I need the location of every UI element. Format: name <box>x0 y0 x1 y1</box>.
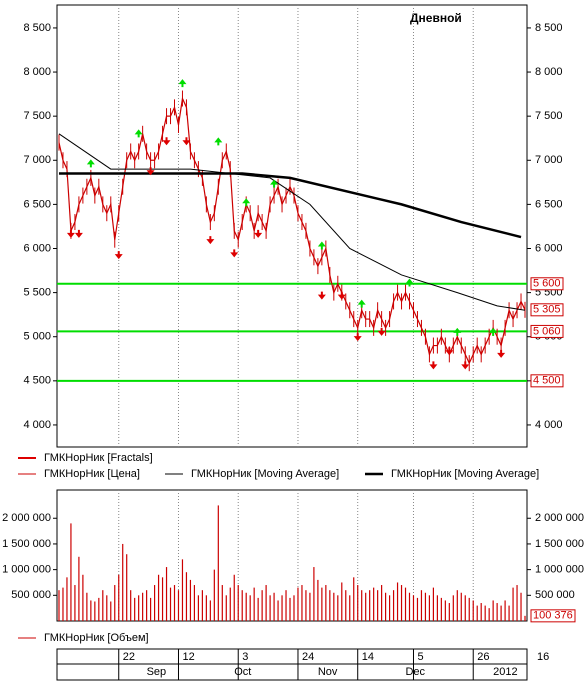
fractal-down <box>377 327 386 336</box>
y-tick-label: 8 000 <box>535 66 563 78</box>
level-label-box <box>530 374 564 388</box>
last-value-label: 5 305 <box>533 304 561 316</box>
y-tick-label: 7 000 <box>535 154 563 166</box>
y-tick-label: 6 000 <box>535 242 563 254</box>
fractal-up <box>86 159 95 168</box>
chart-title: Дневной <box>410 11 462 25</box>
fractal-down <box>497 349 506 358</box>
y-tick-label: 6 500 <box>23 198 51 210</box>
legend-label: ГМКНорНик [Цена] <box>44 468 140 480</box>
y-tick-label: 1 500 000 <box>535 538 584 550</box>
moving-average <box>58 172 522 239</box>
level-label-box <box>530 277 564 291</box>
fractal-down <box>353 333 362 342</box>
x-tick-label: 3 <box>242 651 248 663</box>
level-label: 4 500 <box>533 375 561 387</box>
month-label: Nov <box>318 666 338 678</box>
fractal-down <box>146 167 155 176</box>
y-tick-label: 7 000 <box>23 154 51 166</box>
legend-label: ГМКНорНик [Moving Average] <box>191 468 339 480</box>
x-tick-label: 24 <box>302 651 314 663</box>
fractal-up <box>270 179 279 188</box>
price-line <box>58 96 526 365</box>
x-tick-label: 22 <box>123 651 135 663</box>
x-tick-label: 26 <box>477 651 489 663</box>
y-tick-label: 8 500 <box>535 22 563 34</box>
y-tick-label: 500 000 <box>11 589 51 601</box>
fractal-down <box>337 291 346 300</box>
fractal-down <box>254 229 263 238</box>
fractal-up <box>405 278 414 287</box>
y-tick-label: 4 000 <box>535 419 563 431</box>
level-label: 5 060 <box>533 325 561 337</box>
y-tick-label: 500 000 <box>535 589 575 601</box>
last-value-box <box>530 303 564 317</box>
y-tick-label: 2 000 000 <box>535 512 584 524</box>
fractal-down <box>317 291 326 300</box>
y-tick-label: 8 000 <box>23 66 51 78</box>
legend-label: ГМКНорНик [Moving Average] <box>391 468 539 480</box>
fractal-down <box>66 229 75 238</box>
fractal-up <box>489 327 498 336</box>
fractal-up <box>214 137 223 146</box>
fractal-up <box>242 198 251 207</box>
month-label: Oct <box>234 666 251 678</box>
y-tick-label: 1 500 000 <box>2 538 51 550</box>
month-label: Sep <box>147 666 167 678</box>
x-tick-label: 5 <box>417 651 423 663</box>
month-label: 2012 <box>493 666 517 678</box>
y-tick-label: 6 500 <box>535 198 563 210</box>
fractal-down <box>114 251 123 260</box>
volume-frame <box>56 489 528 622</box>
fractal-down <box>162 137 171 146</box>
y-tick-label: 7 500 <box>535 110 563 122</box>
y-tick-label: 5 000 <box>23 331 51 343</box>
y-tick-label: 1 000 000 <box>2 564 51 576</box>
fractal-down <box>429 361 438 370</box>
y-tick-label: 4 500 <box>23 375 51 387</box>
y-tick-label: 5 500 <box>23 287 51 299</box>
price-frame <box>56 4 528 448</box>
fractal-down <box>461 361 470 370</box>
month-label: Dec <box>405 666 425 678</box>
fractal-down <box>230 249 239 258</box>
fractal-down <box>74 229 83 238</box>
y-tick-label: 8 500 <box>23 22 51 34</box>
legend-label: ГМКНорНик [Объем] <box>44 632 149 644</box>
x-tick-label: 16 <box>537 651 549 663</box>
x-tick-label: 12 <box>182 651 194 663</box>
y-tick-label: 1 000 000 <box>535 564 584 576</box>
level-label-box <box>530 324 564 338</box>
fractal-up <box>453 327 462 336</box>
level-label: 5 600 <box>533 278 561 290</box>
y-tick-label: 7 500 <box>23 110 51 122</box>
fractal-up <box>178 79 187 88</box>
last-value-box <box>530 609 576 623</box>
fractal-up <box>134 129 143 138</box>
legend-label: ГМКНорНик [Fractals] <box>44 452 153 464</box>
y-tick-label: 4 000 <box>23 419 51 431</box>
last-value-label: 100 376 <box>533 610 573 622</box>
fractal-down <box>182 137 191 146</box>
fractal-up <box>317 241 326 250</box>
fractal-down <box>445 347 454 356</box>
y-tick-label: 2 000 000 <box>2 512 51 524</box>
fractal-down <box>206 236 215 245</box>
x-tick-label: 14 <box>362 651 374 663</box>
fractal-up <box>357 299 366 308</box>
y-tick-label: 6 000 <box>23 242 51 254</box>
